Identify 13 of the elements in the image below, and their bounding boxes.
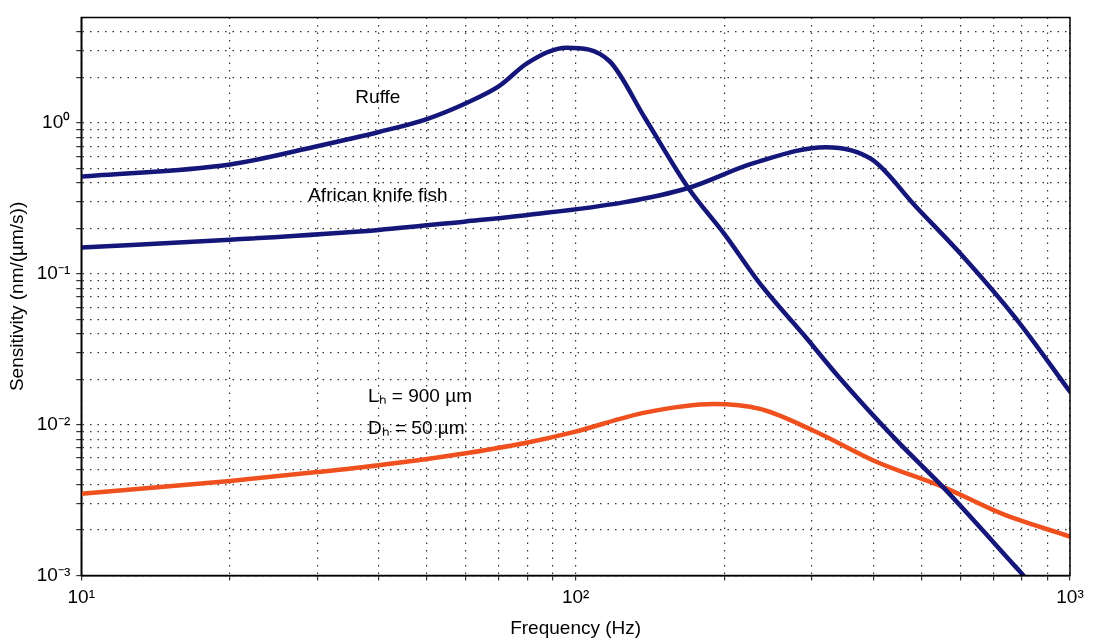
x-axis-title: Frequency (Hz) (510, 616, 642, 638)
y-tick-label: 10⁻¹ (36, 261, 71, 283)
series-label: Ruffe (355, 86, 401, 108)
x-tick-label: 10³ (1056, 586, 1084, 608)
y-axis-title: Sensitivity (nm/(µm/s)) (5, 201, 27, 392)
annotation: Lₕ = 900 µm (368, 385, 472, 407)
x-tick-label: 10¹ (67, 586, 95, 608)
series-label: African knife fish (308, 184, 448, 206)
y-tick-label: 10⁻³ (36, 563, 71, 585)
y-tick-label: 10⁻² (36, 412, 71, 434)
annotation: Dₕ = 50 µm (368, 417, 465, 439)
x-tick-label: 10² (561, 586, 590, 608)
y-tick-label: 10⁰ (42, 111, 71, 133)
